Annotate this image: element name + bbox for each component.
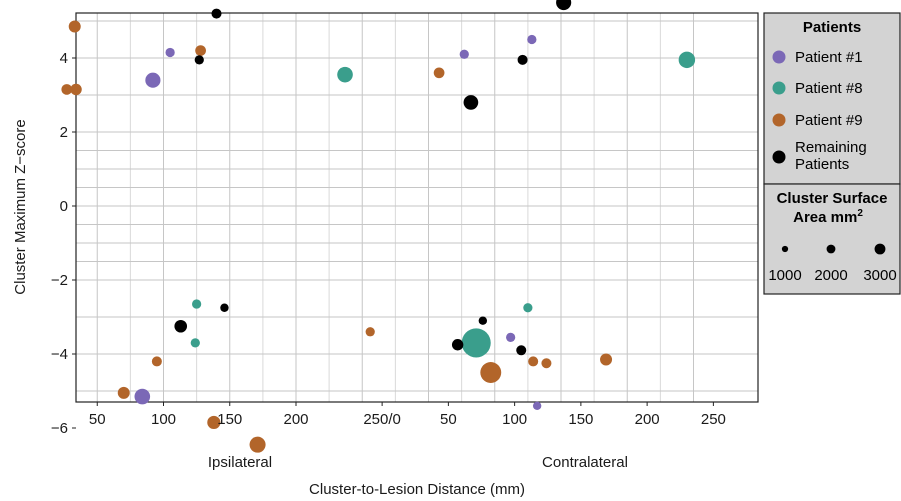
legend-marker [772,113,786,127]
data-point [70,83,82,96]
data-point [165,47,175,58]
size-legend-marker [781,245,789,253]
y-axis-title: Cluster Maximum Z−score [12,119,29,294]
data-point [532,401,542,410]
data-point [207,415,221,430]
y-tick-labels: 6420−2−4−6 [51,50,76,437]
x-tick-label: 100 [502,411,527,428]
data-point [523,303,533,313]
legend-marker [772,50,786,64]
y-tick-label: 0 [60,198,68,215]
data-point [117,386,130,399]
size-legend-marker [826,244,836,254]
data-point [459,49,469,59]
data-point [506,332,516,342]
data-point [527,34,537,45]
color-legend-title: Patients [803,19,861,36]
color-legend-items: Patient #1 Patient #8 Patient #9 RemainingP… [772,49,867,173]
data-point [541,358,552,369]
x-tick-labels: 50 100 150 200 250/0 50 100 150 200 250 [89,402,726,428]
y-tick-label: −6 [51,420,68,437]
data-points [61,0,696,453]
x-tick-label: 250/0 [363,411,401,428]
data-point [528,356,539,367]
data-point [192,299,202,309]
x-tick-label: 200 [283,411,308,428]
legend-label: Patient #9 [795,112,863,129]
data-point [174,319,188,333]
data-point [451,339,464,351]
size-legend: Cluster Surface Area mm2 1000 2000 3000 [763,183,901,295]
data-point [134,388,151,405]
legend-marker [772,81,786,95]
size-legend-items: 1000 2000 3000 [768,243,897,284]
data-point [195,45,206,56]
y-tick-label: 4 [60,50,68,67]
legend-marker [772,150,786,164]
ipsilateral-group-label: Ipsilateral [208,454,272,471]
contralateral-group-label: Contralateral [542,454,628,471]
plot-area [75,12,759,403]
size-legend-title-line1: Cluster Surface [777,190,888,207]
x-tick-label: 150 [217,411,242,428]
data-point [516,345,527,356]
data-point [678,51,696,69]
data-point [600,353,613,366]
size-legend-label: 3000 [863,267,896,284]
legend-label: Remaining [795,139,867,156]
x-tick-label: 250 [701,411,726,428]
x-tick-label: 200 [635,411,660,428]
size-legend-label: 2000 [814,267,847,284]
size-legend-marker [874,243,886,255]
data-point [151,356,162,367]
x-tick-label: 100 [151,411,176,428]
data-point [145,72,161,88]
data-point [478,316,488,325]
data-point [220,303,229,312]
size-legend-label: 1000 [768,267,801,284]
legend-label: Patient #8 [795,80,863,97]
color-legend: Patients Patient #1 Patient #8 Patient #9 R… [763,12,901,185]
data-point [249,436,266,453]
data-point [480,362,502,383]
grid-lines [76,13,758,402]
data-point [337,66,353,83]
x-tick-label: 150 [568,411,593,428]
data-point [194,55,204,65]
data-point [461,328,491,358]
data-point [433,67,445,79]
y-tick-label: −2 [51,272,68,289]
y-tick-label: 2 [60,124,68,141]
data-point [365,327,375,337]
size-legend-title-superscript: 2 [857,208,863,219]
data-point [68,20,81,33]
x-tick-label: 50 [89,411,106,428]
legend-label: Patient #1 [795,49,863,66]
data-point [517,54,528,65]
x-axis-title: Cluster-to-Lesion Distance (mm) [309,481,525,498]
size-legend-title-line2: Area mm2 [793,208,863,226]
data-point [211,8,222,19]
data-point [61,84,73,95]
legend-label: Patients [795,156,849,173]
data-point [190,338,200,348]
data-point [463,95,479,110]
y-tick-label: −4 [51,346,68,363]
data-point [556,0,572,11]
x-tick-label: 50 [440,411,457,428]
